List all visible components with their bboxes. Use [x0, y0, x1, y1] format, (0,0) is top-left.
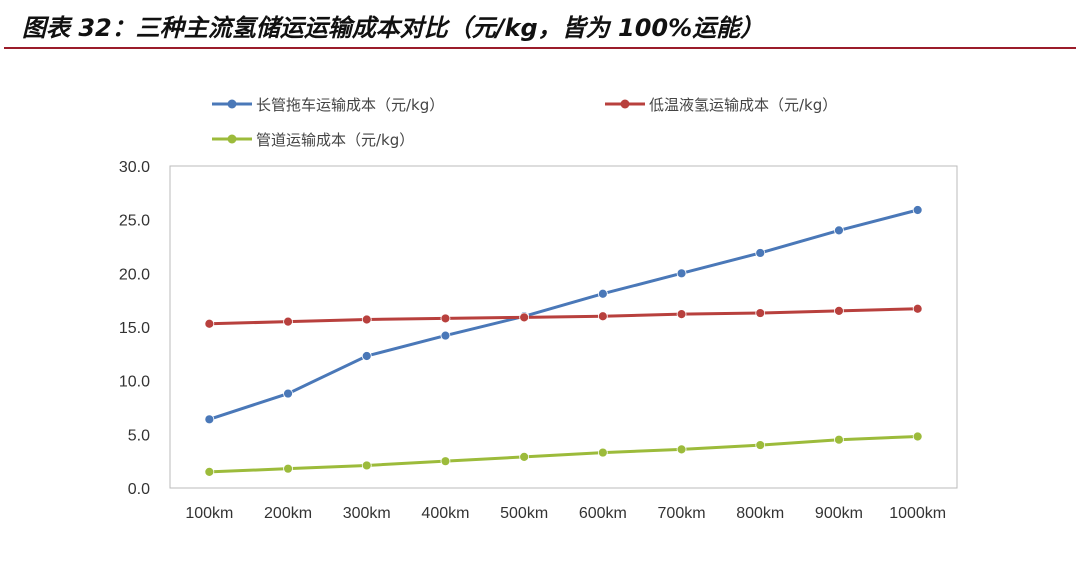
- data-point: [283, 388, 293, 399]
- x-tick-label: 800km: [736, 505, 784, 522]
- data-point: [676, 444, 687, 455]
- data-point: [204, 414, 215, 425]
- data-point: [204, 318, 215, 329]
- y-tick-label: 10.0: [119, 374, 150, 391]
- data-point: [755, 248, 766, 258]
- x-tick-label: 200km: [264, 505, 312, 522]
- x-tick-label: 1000km: [889, 505, 946, 522]
- data-point: [361, 314, 372, 325]
- series-line-1: [208, 208, 919, 421]
- data-point: [519, 312, 530, 323]
- data-point: [676, 268, 687, 279]
- data-point: [204, 466, 215, 477]
- data-point: [834, 305, 844, 316]
- legend-marker-3: [227, 134, 237, 144]
- data-point: [440, 456, 451, 467]
- data-point: [361, 460, 372, 471]
- data-point: [283, 316, 293, 327]
- y-tick-label: 20.0: [119, 266, 150, 283]
- data-point: [519, 451, 530, 462]
- legend-label-2: 低温液氢运输成本（元/kg）: [649, 96, 837, 114]
- data-point: [440, 313, 451, 324]
- x-tick-label: 400km: [421, 505, 469, 522]
- y-tick-label: 30.0: [119, 159, 150, 176]
- legend-label-1: 长管拖车运输成本（元/kg）: [256, 96, 444, 114]
- data-point: [912, 205, 923, 215]
- y-tick-label: 5.0: [128, 427, 150, 444]
- data-point: [361, 351, 372, 361]
- legend-marker-2: [620, 99, 630, 109]
- data-point: [597, 447, 608, 458]
- legend-label-3: 管道运输成本（元/kg）: [256, 131, 414, 149]
- x-tick-label: 600km: [579, 505, 627, 522]
- data-point: [834, 225, 844, 236]
- x-tick-label: 300km: [343, 505, 391, 522]
- data-point: [440, 330, 451, 341]
- data-point: [597, 311, 608, 322]
- title-divider: [4, 47, 1076, 49]
- data-point: [676, 309, 687, 320]
- y-tick-label: 15.0: [119, 320, 150, 337]
- series-line-3: [209, 434, 918, 474]
- legend-marker-1: [227, 99, 237, 109]
- data-point: [755, 308, 766, 318]
- x-tick-label: 900km: [815, 505, 863, 522]
- data-point: [912, 431, 923, 442]
- y-tick-label: 25.0: [119, 213, 150, 230]
- plot-area: [169, 165, 958, 489]
- data-point: [834, 434, 844, 445]
- x-tick-label: 100km: [185, 505, 233, 522]
- x-tick-label: 700km: [658, 505, 706, 522]
- figure-title: 图表 32：三种主流氢储运运输成本对比（元/kg，皆为 100%运能）: [22, 14, 765, 42]
- data-point: [912, 303, 923, 314]
- series-line-2: [209, 307, 918, 326]
- x-tick-label: 500km: [500, 505, 548, 522]
- data-point: [283, 463, 293, 474]
- data-point: [597, 288, 608, 299]
- data-point: [755, 440, 766, 450]
- y-tick-label: 0.0: [128, 481, 150, 498]
